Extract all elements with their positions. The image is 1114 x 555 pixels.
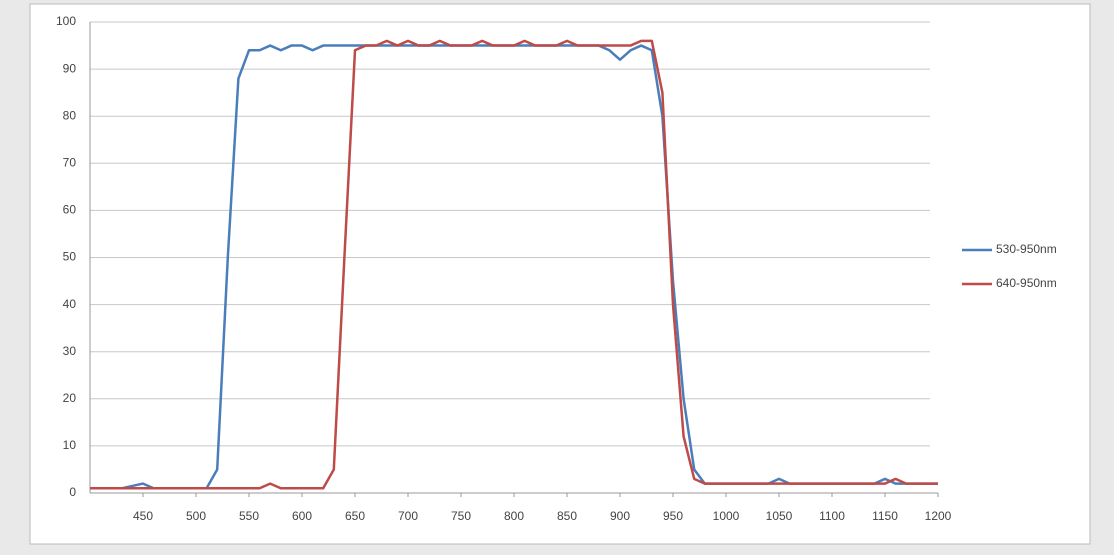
x-tick-label: 700 xyxy=(398,509,418,523)
y-tick-label: 60 xyxy=(63,203,77,217)
y-tick-label: 20 xyxy=(63,391,77,405)
x-tick-label: 450 xyxy=(133,509,153,523)
x-tick-label: 1100 xyxy=(819,509,845,523)
x-tick-label: 1000 xyxy=(713,509,740,523)
x-tick-label: 1200 xyxy=(925,509,952,523)
x-tick-label: 650 xyxy=(345,509,365,523)
legend-label: 640-950nm xyxy=(996,276,1057,290)
x-tick-label: 900 xyxy=(610,509,630,523)
series-line xyxy=(90,39,938,490)
y-tick-label: 70 xyxy=(63,155,77,169)
x-tick-label: 1050 xyxy=(766,509,793,523)
y-tick-label: 100 xyxy=(56,14,76,28)
x-tick-label: 850 xyxy=(557,509,577,523)
y-tick-label: 80 xyxy=(63,108,77,122)
x-tick-label: 1150 xyxy=(872,509,898,523)
y-tick-label: 0 xyxy=(69,485,76,499)
x-tick-label: 950 xyxy=(663,509,683,523)
y-tick-label: 50 xyxy=(63,250,77,264)
y-tick-label: 40 xyxy=(63,297,77,311)
y-tick-label: 10 xyxy=(63,438,77,452)
y-tick-label: 30 xyxy=(63,344,77,358)
x-tick-label: 550 xyxy=(239,509,259,523)
x-tick-label: 750 xyxy=(451,509,471,523)
x-tick-label: 800 xyxy=(504,509,524,523)
y-tick-label: 90 xyxy=(63,61,77,75)
chart-area xyxy=(29,3,1091,545)
x-tick-label: 600 xyxy=(292,509,312,523)
legend-label: 530-950nm xyxy=(996,242,1057,256)
x-tick-label: 500 xyxy=(186,509,206,523)
